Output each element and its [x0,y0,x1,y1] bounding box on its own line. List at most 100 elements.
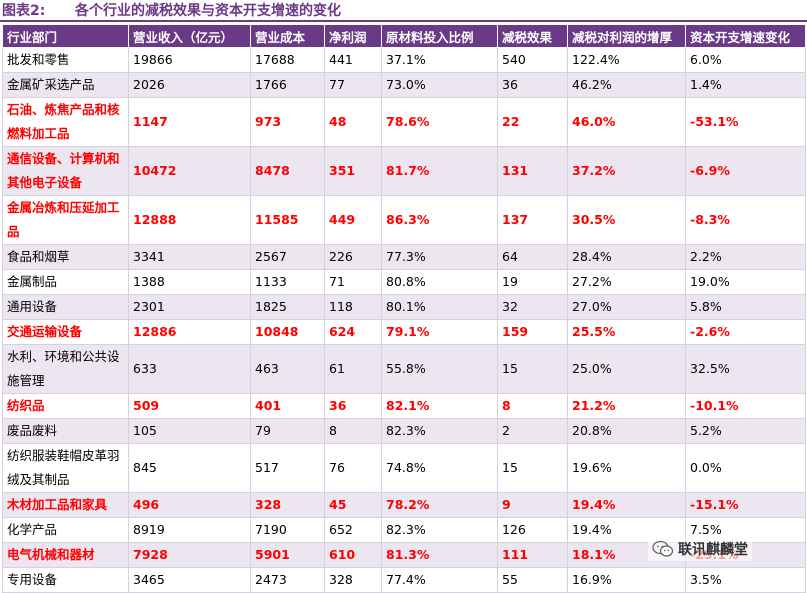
figure-title: 各个行业的减税效果与资本开支增速的变化 [75,3,341,19]
cell-sector: 金属制品 [2,269,129,295]
cell-capex: -15.1% [685,492,806,518]
cell-sector: 纺织服装鞋帽皮革羽绒及其制品 [2,443,129,493]
cell-revenue: 496 [128,492,251,518]
figure-label: 图表2: [2,3,46,19]
cell-cost: 8478 [250,146,325,196]
table-row: 水利、环境和公共设施管理 633 463 61 55.8% 15 25.0% 32.5% [2,344,806,394]
cell-boost: 122.4% [567,47,686,73]
cell-effect: 19 [497,269,568,295]
cell-effect: 9 [497,492,568,518]
figure-title-bar: 图表2: 各个行业的减税效果与资本开支增速的变化 [0,0,807,22]
cell-effect: 22 [497,97,568,147]
watermark-text: 联讯麒麟堂 [678,542,748,558]
cell-revenue: 2301 [128,294,251,320]
cell-material: 80.8% [381,269,498,295]
column-header: 资本开支增速变化 [685,24,806,48]
column-header: 营业收入（亿元） [128,24,251,48]
cell-effect: 36 [497,72,568,98]
column-header: 减税对利润的增厚 [567,24,686,48]
cell-capex: -10.1% [685,393,806,419]
cell-cost: 1825 [250,294,325,320]
cell-material: 78.6% [381,97,498,147]
cell-profit: 8 [324,418,382,444]
cell-sector: 废品废料 [2,418,129,444]
cell-material: 81.3% [381,542,498,568]
cell-capex: 1.4% [685,72,806,98]
cell-material: 82.3% [381,517,498,543]
cell-sector: 通信设备、计算机和其他电子设备 [2,146,129,196]
cell-capex: 32.5% [685,344,806,394]
cell-material: 82.3% [381,418,498,444]
cell-sector: 木材加工品和家具 [2,492,129,518]
cell-profit: 77 [324,72,382,98]
cell-profit: 328 [324,567,382,593]
column-header: 净利润 [324,24,382,48]
cell-revenue: 19866 [128,47,251,73]
table-row: 金属制品 1388 1133 71 80.8% 19 27.2% 19.0% [2,269,806,295]
column-header: 减税效果 [497,24,568,48]
cell-effect: 8 [497,393,568,419]
cell-sector: 金属矿采选产品 [2,72,129,98]
cell-profit: 48 [324,97,382,147]
cell-cost: 11585 [250,195,325,245]
table-row: 批发和零售 19866 17688 441 37.1% 540 122.4% 6.0% [2,47,806,73]
cell-profit: 610 [324,542,382,568]
table-row: 通用设备 2301 1825 118 80.1% 32 27.0% 5.8% [2,294,806,320]
cell-revenue: 105 [128,418,251,444]
cell-profit: 45 [324,492,382,518]
cell-boost: 16.9% [567,567,686,593]
cell-revenue: 8919 [128,517,251,543]
cell-boost: 25.5% [567,319,686,345]
wechat-icon [652,540,674,557]
cell-sector: 化学产品 [2,517,129,543]
table-row: 化学产品 8919 7190 652 82.3% 126 19.4% 7.5% [2,517,806,543]
cell-boost: 27.2% [567,269,686,295]
column-header: 原材料投入比例 [381,24,498,48]
cell-effect: 15 [497,443,568,493]
cell-revenue: 1388 [128,269,251,295]
cell-sector: 通用设备 [2,294,129,320]
cell-cost: 1133 [250,269,325,295]
table-row: 交通运输设备 12886 10848 624 79.1% 159 25.5% -2.6% [2,319,806,345]
cell-capex: -53.1% [685,97,806,147]
cell-cost: 973 [250,97,325,147]
cell-profit: 118 [324,294,382,320]
cell-effect: 131 [497,146,568,196]
table-row: 金属矿采选产品 2026 1766 77 73.0% 36 46.2% 1.4% [2,72,806,98]
cell-revenue: 3341 [128,244,251,270]
cell-sector: 专用设备 [2,567,129,593]
cell-cost: 5901 [250,542,325,568]
cell-revenue: 12886 [128,319,251,345]
cell-sector: 电气机械和器材 [2,542,129,568]
cell-boost: 46.2% [567,72,686,98]
cell-profit: 76 [324,443,382,493]
cell-revenue: 12888 [128,195,251,245]
cell-effect: 137 [497,195,568,245]
cell-material: 79.1% [381,319,498,345]
cell-revenue: 1147 [128,97,251,147]
cell-cost: 2473 [250,567,325,593]
cell-capex: -2.6% [685,319,806,345]
cell-revenue: 2026 [128,72,251,98]
cell-material: 74.8% [381,443,498,493]
cell-effect: 111 [497,542,568,568]
header-row: 行业部门 营业收入（亿元） 营业成本 净利润 原材料投入比例 减税效果 减税对利润的增厚 资本… [2,24,806,48]
cell-material: 55.8% [381,344,498,394]
cell-sector: 交通运输设备 [2,319,129,345]
cell-capex: 19.0% [685,269,806,295]
cell-capex: -6.9% [685,146,806,196]
table-row: 石油、炼焦产品和核燃料加工品 1147 973 48 78.6% 22 46.0% -53.1… [2,97,806,147]
table-row: 废品废料 105 79 8 82.3% 2 20.8% 5.2% [2,418,806,444]
cell-effect: 15 [497,344,568,394]
cell-cost: 10848 [250,319,325,345]
cell-cost: 463 [250,344,325,394]
cell-capex: -8.3% [685,195,806,245]
cell-revenue: 633 [128,344,251,394]
cell-cost: 2567 [250,244,325,270]
cell-profit: 449 [324,195,382,245]
cell-revenue: 10472 [128,146,251,196]
cell-effect: 55 [497,567,568,593]
cell-capex: 5.2% [685,418,806,444]
cell-profit: 61 [324,344,382,394]
cell-boost: 19.6% [567,443,686,493]
